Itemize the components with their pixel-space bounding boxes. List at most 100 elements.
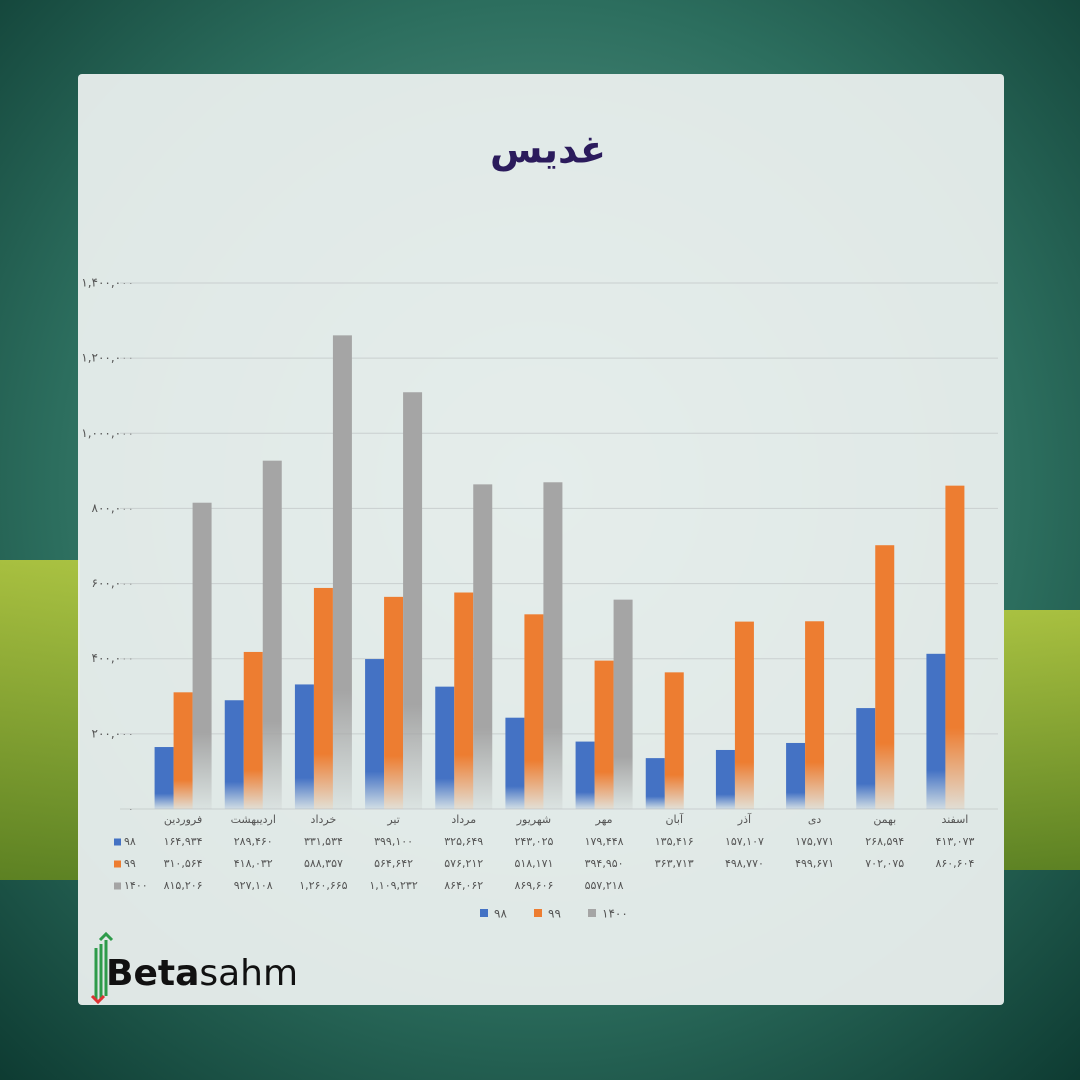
- bar: [875, 545, 895, 809]
- table-row-label: ۱۴۰۰: [124, 879, 148, 892]
- y-tick-label: ۱,۴۰۰,۰۰۰: [81, 276, 134, 290]
- x-tick-label: تیر: [386, 813, 399, 826]
- x-tick-label: مرداد: [451, 813, 476, 826]
- legend-label: ۹۹: [548, 907, 561, 921]
- y-tick-label: ۱,۲۰۰,۰۰۰: [81, 351, 134, 365]
- y-tick-label: ۸۰۰,۰۰۰: [92, 501, 135, 515]
- table-cell: ۱,۲۶۰,۶۶۵: [299, 879, 347, 892]
- x-tick-label: اردیبهشت: [231, 813, 276, 826]
- y-tick-label: ۶۰۰,۰۰۰: [92, 576, 135, 590]
- logo-arrow: [90, 994, 106, 1005]
- y-tick-label: ۱,۰۰۰,۰۰۰: [81, 426, 134, 440]
- bar: [786, 742, 806, 809]
- table-cell: ۵۷۶,۲۱۲: [444, 857, 483, 870]
- x-tick-label: دی: [808, 813, 822, 826]
- x-tick-label: خرداد: [311, 813, 337, 826]
- bar: [154, 747, 174, 809]
- legend-label: ۱۴۰۰: [602, 907, 628, 921]
- logo-arrow: [98, 931, 114, 942]
- bar: [856, 708, 876, 809]
- x-tick-label: آبان: [665, 812, 683, 826]
- bar: [594, 660, 614, 809]
- bar: [945, 485, 965, 809]
- table-cell: ۸۶۰,۶۰۴: [935, 857, 974, 870]
- table-cell: ۱۶۴,۹۳۴: [164, 835, 203, 848]
- x-tick-label: آذر: [737, 812, 752, 826]
- table-cell: ۱۵۷,۱۰۷: [725, 835, 764, 848]
- bar: [435, 686, 455, 809]
- chart-title: غدیس: [490, 128, 606, 172]
- table-cell: ۸۶۴,۰۶۲: [444, 879, 483, 892]
- table-cell: ۹۲۷,۱۰۸: [234, 879, 273, 892]
- table-cell: ۸۶۹,۶۰۶: [514, 879, 553, 892]
- table-cell: ۴۱۸,۰۳۲: [234, 857, 273, 870]
- table-row-label: ۹۹: [124, 857, 136, 870]
- background-bottles: [1004, 610, 1080, 870]
- x-tick-label: مهر: [595, 813, 613, 826]
- bar: [173, 692, 193, 809]
- bar: [473, 484, 493, 809]
- bar: [313, 587, 333, 809]
- bar: [575, 741, 595, 809]
- table-cell: ۱,۱۰۹,۲۳۲: [369, 879, 417, 892]
- x-tick-label: فروردین: [164, 813, 202, 826]
- bar: [734, 621, 754, 809]
- bar: [926, 653, 946, 809]
- table-cell: ۴۹۸,۷۷۰: [725, 857, 764, 870]
- table-cell: ۵۶۴,۶۴۲: [374, 857, 413, 870]
- logo-bold: Beta: [106, 953, 199, 994]
- table-cell: ۲۶۸,۵۹۴: [865, 835, 904, 848]
- bar: [805, 621, 825, 809]
- bar: [454, 592, 474, 809]
- table-cell: ۳۶۳,۷۱۳: [655, 857, 694, 870]
- table-cell: ۵۸۸,۳۵۷: [304, 857, 343, 870]
- bar: [543, 482, 563, 809]
- table-cell: ۳۹۴,۹۵۰: [585, 857, 624, 870]
- bar: [262, 460, 282, 809]
- bar: [192, 502, 212, 809]
- logo-icon: [94, 940, 108, 1000]
- table-row-key: [114, 860, 121, 868]
- legend-swatch: [588, 909, 596, 917]
- bar: [613, 599, 633, 809]
- bar: [365, 659, 385, 809]
- table-cell: ۴۹۹,۶۷۱: [795, 857, 834, 870]
- bar: [524, 614, 544, 809]
- bar: [384, 596, 404, 809]
- bar: [664, 672, 684, 809]
- table-cell: ۱۷۵,۷۷۱: [795, 835, 834, 848]
- x-tick-label: شهریور: [516, 813, 551, 826]
- logo: Betasahm: [90, 931, 298, 1005]
- table-cell: ۲۸۹,۴۶۰: [234, 835, 273, 848]
- logo-text: Betasahm: [106, 953, 298, 994]
- table-cell: ۱۷۹,۴۴۸: [585, 835, 624, 848]
- table-cell: ۳۹۹,۱۰۰: [374, 835, 413, 848]
- legend-label: ۹۸: [494, 907, 507, 921]
- table-cell: ۵۱۸,۱۷۱: [514, 857, 553, 870]
- bar: [645, 758, 665, 809]
- background-bottles: [0, 560, 80, 880]
- bar: [715, 749, 735, 809]
- y-tick-label: ۴۰۰,۰۰۰: [92, 651, 135, 665]
- table-row-key: [114, 838, 121, 846]
- table-row-key: [114, 882, 121, 890]
- table-cell: ۸۱۵,۲۰۶: [164, 879, 203, 892]
- bar: [243, 651, 263, 809]
- bar: [294, 684, 314, 809]
- table-cell: ۱۳۵,۴۱۶: [655, 835, 694, 848]
- bar: [224, 700, 244, 809]
- logo-light: sahm: [199, 953, 298, 994]
- bar: [505, 717, 525, 809]
- table-cell: ۳۱۰,۵۶۴: [164, 857, 203, 870]
- table-row-label: ۹۸: [124, 835, 136, 848]
- table-cell: ۷۰۲,۰۷۵: [865, 857, 904, 870]
- bar: [332, 335, 352, 809]
- legend-swatch: [480, 909, 488, 917]
- legend-swatch: [534, 909, 542, 917]
- bar: [403, 392, 423, 809]
- table-cell: ۲۴۳,۰۲۵: [514, 835, 553, 848]
- table-cell: ۳۳۱,۵۳۴: [304, 835, 343, 848]
- x-tick-label: اسفند: [941, 813, 968, 826]
- table-cell: ۵۵۷,۲۱۸: [585, 879, 624, 892]
